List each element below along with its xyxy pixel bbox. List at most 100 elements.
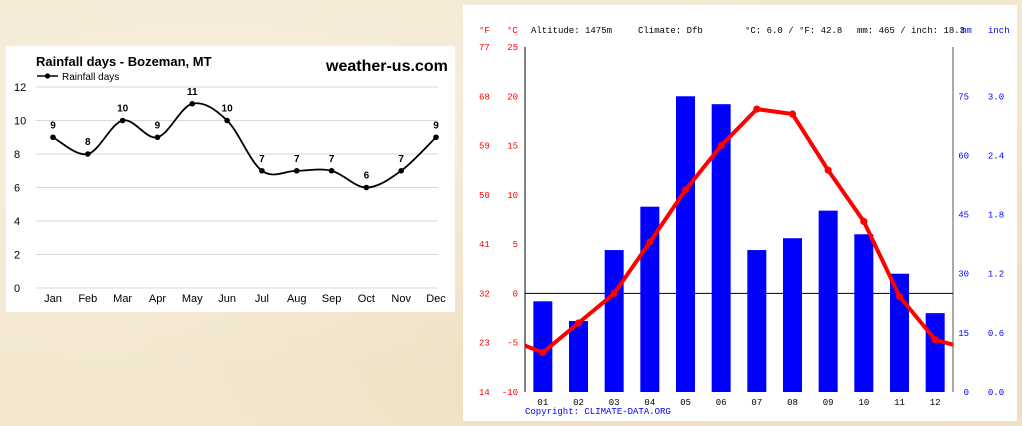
temperature-point [895, 292, 904, 300]
mm-tick: 30 [958, 270, 969, 280]
rainfall-days-plot: Rainfall days - Bozeman, MT weather-us.c… [14, 54, 448, 305]
fahrenheit-tick: 32 [479, 289, 490, 299]
x-axis-ticks: Jan Feb Mar Apr May Jun Jul Aug Sep Oct Nov Dec [44, 293, 446, 305]
inch-tick: 0.0 [988, 388, 1004, 398]
data-point [50, 134, 56, 141]
celsius-tick: 5 [513, 240, 518, 250]
celsius-ticks: 25 20 15 10 5 0 -5 -10 [502, 43, 518, 398]
climate-chart: °F °C Altitude: 1475m Climate: Dfb °C: 6… [463, 5, 1017, 421]
precipitation-bar [533, 301, 553, 392]
x-tick-label: Jan [44, 293, 62, 305]
rainfall-days-line [52, 102, 437, 189]
precipitation-bar [640, 206, 660, 392]
month-tick: 01 [537, 398, 548, 408]
data-label: 6 [364, 171, 370, 182]
month-tick: 12 [930, 398, 941, 408]
fahrenheit-tick: 77 [479, 43, 490, 53]
temperature-line [524, 107, 954, 355]
x-tick-label: Feb [78, 293, 97, 305]
data-point [189, 100, 196, 107]
temperature-point [824, 166, 832, 174]
data-point [119, 117, 126, 124]
fahrenheit-tick: 41 [479, 240, 490, 250]
x-tick-label: Apr [149, 293, 166, 305]
altitude-label: Altitude: 1475m [531, 26, 612, 36]
mm-tick: 75 [958, 92, 969, 102]
temperature-point [717, 141, 725, 150]
fahrenheit-tick: 50 [479, 191, 490, 201]
temperature-point [610, 289, 618, 298]
fahrenheit-tick: 59 [479, 142, 490, 152]
precipitation-bar [604, 250, 624, 392]
data-label: 8 [85, 137, 91, 148]
data-label: 7 [259, 154, 265, 165]
month-tick: 06 [716, 398, 727, 408]
month-tick: 09 [823, 398, 834, 408]
temperature-points [539, 105, 939, 357]
inch-unit-label: inch [988, 26, 1010, 36]
y-tick-label: 8 [14, 149, 20, 161]
x-tick-label: Mar [113, 293, 132, 305]
inch-ticks: 3.0 2.4 1.8 1.2 0.6 0.0 [988, 92, 1004, 398]
fahrenheit-tick: 23 [479, 339, 490, 349]
mm-tick: 45 [958, 211, 969, 221]
data-point [85, 151, 91, 157]
month-tick: 08 [787, 398, 798, 408]
month-tick: 05 [680, 398, 691, 408]
data-point [154, 134, 161, 141]
month-tick: 04 [644, 398, 655, 408]
inch-tick: 0.6 [988, 329, 1004, 339]
data-label: 11 [187, 87, 198, 98]
month-tick: 02 [573, 398, 584, 408]
fahrenheit-tick: 14 [479, 388, 490, 398]
y-tick-label: 6 [14, 183, 20, 195]
precipitation-bar [890, 273, 909, 392]
climate-plot: °F °C Altitude: 1475m Climate: Dfb °C: 6… [479, 26, 1010, 417]
rainfall-days-chart: Rainfall days - Bozeman, MT weather-us.c… [6, 46, 455, 312]
x-tick-label: Jul [255, 293, 269, 305]
x-tick-label: May [182, 293, 203, 305]
y-tick-label: 0 [14, 283, 20, 295]
gridlines [36, 86, 438, 289]
inch-tick: 3.0 [988, 92, 1004, 102]
month-tick: 03 [609, 398, 620, 408]
mm-tick: 0 [964, 388, 969, 398]
data-label: 9 [433, 120, 439, 131]
celsius-tick: -5 [507, 339, 518, 349]
mm-tick: 60 [958, 151, 969, 161]
month-tick: 10 [858, 398, 869, 408]
watermark-text: weather-us.com [325, 58, 448, 75]
data-label: 10 [222, 104, 234, 115]
mm-ticks: 75 60 45 30 15 0 [958, 92, 969, 398]
precipitation-bar [783, 238, 802, 392]
total-precipitation-label: mm: 465 / inch: 18.3 [857, 26, 965, 36]
y-tick-label: 4 [14, 216, 20, 228]
celsius-tick: -10 [502, 388, 518, 398]
data-label: 7 [329, 154, 335, 165]
x-tick-label: Nov [391, 293, 411, 305]
data-point [293, 167, 300, 174]
fahrenheit-unit-label: °F [479, 26, 490, 36]
temperature-point [753, 105, 761, 113]
temperature-point [681, 186, 690, 194]
x-tick-label: Oct [358, 293, 375, 305]
celsius-tick: 10 [507, 191, 518, 201]
precipitation-bar [747, 250, 767, 392]
month-tick: 11 [894, 398, 905, 408]
x-tick-label: Aug [287, 293, 307, 305]
precipitation-bars [533, 96, 945, 393]
data-label: 7 [294, 154, 300, 165]
mm-tick: 15 [958, 329, 969, 339]
data-labels: 9 8 10 9 11 10 7 7 7 6 7 9 [50, 87, 439, 182]
data-label: 7 [398, 154, 404, 165]
precipitation-bar [711, 104, 731, 393]
x-tick-label: Sep [322, 293, 342, 305]
precipitation-bar [854, 234, 874, 392]
data-point [363, 184, 370, 191]
y-tick-label: 12 [14, 82, 26, 94]
temperature-point [931, 336, 939, 344]
precipitation-bar [818, 210, 838, 392]
source-credit: Copyright: CLIMATE-DATA.ORG [525, 407, 671, 417]
data-point [398, 167, 404, 174]
y-tick-label: 2 [14, 250, 20, 262]
